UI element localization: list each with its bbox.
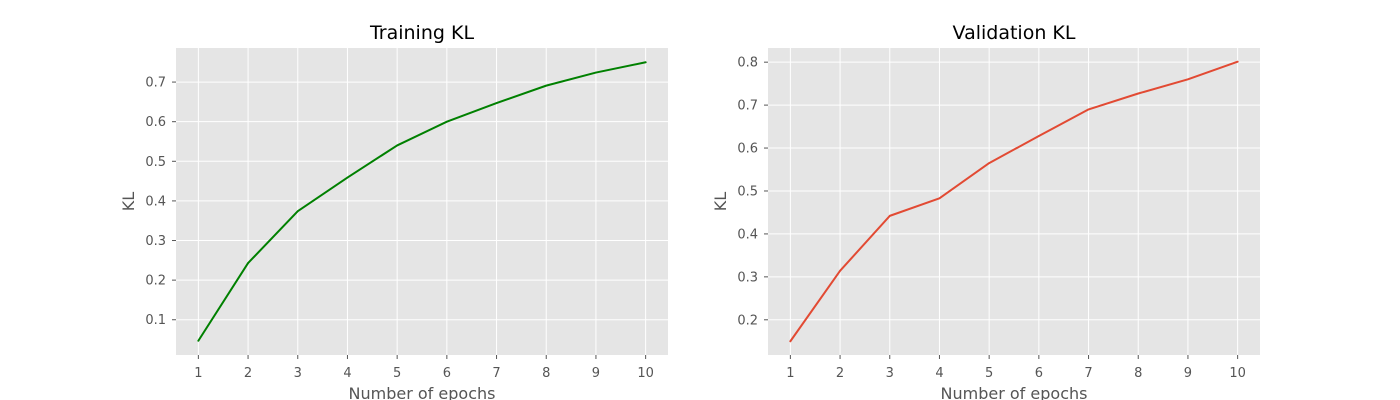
validation-kl-data-point [888,215,891,217]
validation-kl-x-tick-label: 6 [1035,366,1043,381]
training-kl-data-point [595,71,597,74]
validation-kl-data-point [1236,60,1239,63]
training-kl-data-point [644,61,647,64]
validation-kl-data-point [1038,135,1040,137]
validation-kl-y-tick-label: 0.2 [737,313,758,328]
validation-kl-y-axis-label: KL [711,192,730,211]
validation-kl-x-tick-label: 3 [886,366,894,381]
training-kl-data-point [197,339,200,342]
validation-kl-y-tick-label: 0.6 [737,142,758,157]
training-kl-x-axis-label: Number of epochs [349,384,496,400]
validation-kl-data-point [1187,78,1189,81]
training-kl-plot-area [176,48,668,355]
validation-kl-data-point [988,162,990,164]
validation-kl-data-point [789,340,792,343]
training-kl-y-tick-label: 0.6 [145,115,166,130]
validation-kl-title: Validation KL [953,22,1076,44]
validation-kl-plot-area [768,48,1260,355]
training-kl-y-tick-label: 0.5 [145,155,166,170]
training-kl-x-tick-label: 3 [294,366,302,381]
validation-kl-y-tick-label: 0.4 [737,227,758,242]
training-kl-x-tick-label: 8 [542,366,550,381]
training-kl-data-point [247,262,249,264]
training-kl-y-tick-label: 0.4 [145,194,166,209]
validation-kl-data-point [938,197,941,200]
validation-kl-series-line [789,60,1239,343]
training-kl-title: Training KL [369,22,474,44]
training-kl-data-point [296,210,299,213]
validation-kl-x-tick-label: 2 [836,366,844,381]
training-kl-data-point [545,84,548,87]
training-kl-x-tick-label: 4 [343,366,351,381]
validation-kl-y-tick-label: 0.7 [737,99,758,114]
training-kl-x-tick-label: 6 [443,366,451,381]
training-kl-y-tick-label: 0.7 [145,76,166,91]
training-kl-series-line [197,61,647,342]
validation-kl-y-tick-label: 0.8 [737,56,758,71]
training-kl-x-tick-label: 2 [244,366,252,381]
validation-kl-x-tick-label: 7 [1084,366,1092,381]
training-kl-x-tick-label: 7 [492,366,500,381]
validation-kl-data-point [1137,92,1140,95]
validation-kl-y-tick-label: 0.3 [737,270,758,285]
training-kl-x-tick-label: 5 [393,366,401,381]
training-kl-x-tick-label: 9 [592,366,600,381]
validation-kl-x-tick-label: 8 [1134,366,1142,381]
training-kl-data-point [446,120,448,123]
training-kl-panel: 1 2 3 4 5 6 7 8 9 10 0.1 0.2 0.3 0.4 0.5 0.6 0.7 Training… [119,22,668,400]
training-kl-data-point [495,102,498,104]
validation-kl-x-tick-label: 5 [985,366,993,381]
validation-kl-x-axis-label: Number of epochs [941,384,1088,400]
training-kl-y-tick-label: 0.2 [145,274,166,289]
training-kl-y-tick-label: 0.3 [145,234,166,249]
validation-kl-y-tick-label: 0.5 [737,184,758,199]
training-kl-data-point [346,176,349,179]
validation-kl-x-tick-label: 4 [935,366,943,381]
validation-kl-data-point [839,270,841,272]
validation-kl-data-point [1087,108,1090,111]
validation-kl-x-tick-label: 10 [1229,366,1246,381]
training-kl-x-tick-label: 10 [637,366,654,381]
training-kl-data-point [396,144,398,147]
validation-kl-x-tick-label: 1 [786,366,794,381]
training-kl-y-axis-label: KL [119,192,138,211]
validation-kl-panel: 1 2 3 4 5 6 7 8 9 10 0.2 0.3 0.4 0.5 0.6 0.7 0.8 Validati… [711,22,1260,400]
training-kl-x-tick-label: 1 [194,366,202,381]
validation-kl-x-tick-label: 9 [1184,366,1192,381]
training-kl-y-tick-label: 0.1 [145,313,166,328]
